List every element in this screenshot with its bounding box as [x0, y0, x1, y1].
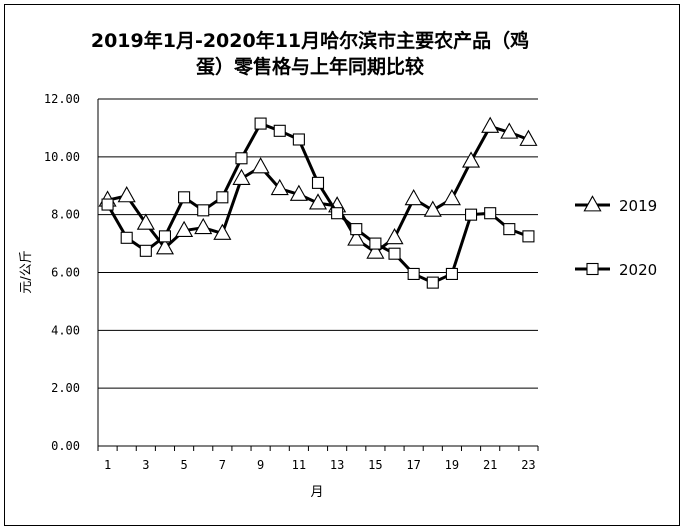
data-point-2019-16 [385, 227, 404, 245]
data-point-2019-17 [404, 188, 423, 206]
data-point-2019-23 [519, 129, 538, 146]
y-tick-label-6: 12.00 [44, 92, 80, 106]
data-point-2020-15 [369, 237, 382, 250]
data-point-2019-12 [308, 193, 328, 210]
y-axis-title: 元/公斤 [19, 250, 34, 293]
y-tick-label-1: 2.00 [51, 381, 80, 395]
legend-entry-2020: 2020 [575, 261, 657, 279]
legend-marker-2019 [583, 195, 602, 212]
x-tick-label-8: 17 [406, 458, 420, 472]
data-point-2020-4 [158, 230, 172, 243]
y-tick-label-5: 10.00 [44, 150, 80, 164]
data-point-2020-6 [197, 204, 210, 217]
chart-title-line-1: 2019年1月-2020年11月哈尔滨市主要农产品（鸡 [90, 30, 530, 52]
series-2019 [98, 116, 538, 259]
x-tick-label-1: 3 [142, 458, 149, 472]
data-point-2020-18 [426, 276, 439, 289]
data-point-2020-2 [120, 231, 133, 244]
data-point-2020-16 [388, 247, 401, 260]
data-point-2020-10 [273, 124, 286, 137]
data-point-2019-6 [194, 217, 213, 235]
chart-frame [4, 4, 680, 526]
x-tick-label-0: 1 [104, 458, 111, 472]
data-point-2020-23 [522, 230, 535, 243]
data-point-2019-7 [213, 223, 232, 240]
data-point-2020-5 [178, 191, 191, 204]
data-point-2019-5 [175, 220, 194, 238]
data-point-2020-11 [292, 133, 305, 146]
data-point-2020-3 [139, 244, 152, 257]
data-point-2020-19 [445, 267, 458, 280]
x-tick-label-11: 23 [521, 458, 535, 472]
grid-layer [98, 98, 538, 447]
legend-marker-2020 [586, 262, 599, 276]
data-point-2020-14 [350, 223, 363, 236]
data-point-2020-17 [407, 267, 420, 280]
legend-label-2020: 2020 [619, 261, 657, 279]
x-tick-label-10: 21 [483, 458, 497, 472]
chart-title: 2019年1月-2020年11月哈尔滨市主要农产品（鸡 蛋）零售格与上年同期比较 [40, 28, 580, 80]
x-axis-title: 月 [310, 485, 323, 500]
data-point-2020-21 [484, 207, 497, 220]
data-point-2019-20 [461, 151, 481, 168]
data-point-2019-2 [117, 186, 136, 203]
data-point-2019-22 [500, 122, 519, 139]
x-tick-label-9: 19 [445, 458, 459, 472]
data-point-2020-12 [311, 176, 325, 189]
data-point-2019-14 [347, 229, 366, 246]
legend: 2019 2020 [575, 195, 657, 279]
data-point-2019-10 [270, 178, 289, 196]
chart-title-line-2: 蛋）零售格与上年同期比较 [195, 56, 424, 78]
y-tick-label-4: 8.00 [51, 208, 80, 222]
data-point-2019-15 [366, 242, 385, 259]
data-point-2019-4 [155, 238, 175, 255]
y-tick-label-2: 4.00 [51, 323, 80, 337]
data-point-2019-11 [289, 184, 308, 201]
x-tick-label-2: 5 [180, 458, 187, 472]
legend-entry-2019: 2019 [575, 195, 657, 215]
x-tick-label-7: 15 [368, 458, 382, 472]
y-tick-label-0: 0.00 [51, 439, 80, 453]
data-point-2020-7 [216, 191, 229, 204]
data-point-2020-1 [101, 198, 114, 211]
x-tick-label-3: 7 [219, 458, 226, 472]
x-tick-label-5: 11 [292, 458, 306, 472]
legend-label-2019: 2019 [619, 197, 657, 215]
data-point-2019-21 [481, 116, 500, 133]
data-point-2019-3 [136, 213, 155, 230]
x-tick-label-4: 9 [257, 458, 264, 472]
series-2020 [101, 117, 535, 289]
data-point-2020-22 [503, 223, 516, 236]
data-point-2020-13 [331, 207, 344, 220]
data-point-2020-8 [235, 152, 248, 165]
y-tick-label-3: 6.00 [51, 266, 80, 280]
data-point-2020-9 [254, 117, 267, 130]
data-point-2019-8 [232, 168, 251, 185]
data-point-2019-9 [251, 157, 270, 174]
series-layer [98, 116, 538, 289]
data-point-2019-19 [442, 188, 461, 206]
x-tick-label-6: 13 [330, 458, 344, 472]
data-point-2019-18 [423, 200, 442, 217]
data-point-2020-20 [464, 208, 478, 221]
